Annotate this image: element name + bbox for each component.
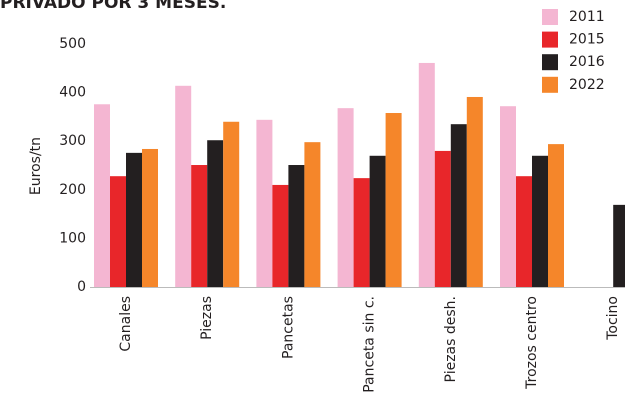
- legend-swatch: [542, 9, 558, 25]
- bar: [272, 184, 289, 287]
- x-tick-label: Trozos centro: [524, 296, 540, 390]
- bar: [207, 140, 224, 287]
- bar: [288, 165, 305, 287]
- legend-swatch: [542, 31, 558, 48]
- bar: [256, 119, 273, 287]
- y-tick-label: 400: [59, 85, 86, 101]
- bar: [191, 165, 208, 287]
- legend-swatch: [542, 76, 558, 93]
- bar: [500, 106, 516, 287]
- bar: [418, 62, 435, 288]
- bar: [175, 85, 192, 288]
- y-tick-label: 200: [59, 182, 86, 198]
- x-tick-label: Canales: [118, 296, 134, 352]
- bar: [450, 124, 467, 287]
- bar: [110, 176, 126, 287]
- y-tick-label: 500: [59, 36, 86, 52]
- bar: [613, 204, 625, 287]
- bar: [466, 96, 483, 287]
- bar: [369, 155, 386, 287]
- bar: [94, 104, 110, 287]
- x-tick-label: Tocino: [605, 296, 621, 341]
- bar: [385, 113, 402, 288]
- bar: [532, 155, 548, 287]
- bar: [337, 108, 354, 287]
- x-tick-label: Piezas desh.: [443, 296, 459, 382]
- bar: [548, 144, 564, 287]
- x-tick-label: Pancetas: [280, 296, 296, 359]
- bar: [126, 152, 142, 287]
- x-tick-label: Piezas: [199, 296, 215, 340]
- legend-label: 2011: [569, 9, 605, 25]
- legend-swatch: [542, 54, 558, 71]
- bar: [142, 148, 158, 287]
- x-tick-label: Panceta sin c.: [362, 296, 378, 393]
- bar: [516, 176, 532, 287]
- y-tick-label: 300: [59, 133, 86, 149]
- legend-label: 2022: [569, 77, 605, 93]
- y-tick-label: 0: [77, 279, 86, 295]
- bar: [223, 121, 240, 287]
- bar: [304, 142, 321, 287]
- chart-title: PRIVADO POR 3 MESES.: [0, 0, 226, 13]
- bar: [353, 178, 370, 287]
- legend-label: 2016: [569, 54, 605, 70]
- y-tick-label: 100: [59, 230, 86, 246]
- y-axis-label: Euros/tn: [28, 137, 44, 195]
- bar: [434, 150, 451, 287]
- legend-label: 2015: [569, 32, 605, 48]
